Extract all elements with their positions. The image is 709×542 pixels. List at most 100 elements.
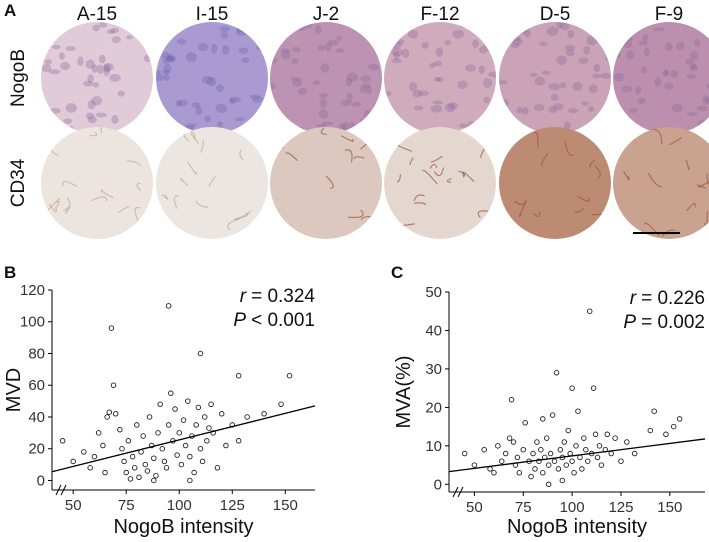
nucleus bbox=[565, 49, 575, 57]
scatter-point bbox=[530, 450, 536, 457]
x-tick-label: 50 bbox=[466, 499, 483, 516]
nucleus bbox=[407, 29, 419, 39]
nucleus bbox=[169, 55, 176, 62]
scatter-point bbox=[536, 458, 542, 464]
vessel bbox=[126, 160, 141, 167]
nucleus bbox=[320, 63, 330, 73]
vessel bbox=[518, 202, 527, 218]
nucleus bbox=[143, 54, 153, 62]
vessel bbox=[186, 161, 198, 175]
nucleus bbox=[327, 39, 339, 46]
scatter-point bbox=[110, 382, 117, 388]
x-tick-label: 150 bbox=[657, 499, 682, 516]
nucleus bbox=[260, 117, 268, 122]
scatter-point bbox=[543, 435, 550, 441]
scatter-point bbox=[663, 431, 669, 438]
vessel bbox=[48, 203, 57, 213]
nucleus bbox=[478, 65, 485, 75]
nucleus bbox=[91, 95, 103, 106]
nucleus bbox=[297, 87, 308, 95]
nucleus bbox=[251, 96, 264, 103]
scatter-point bbox=[102, 469, 108, 476]
nucleus bbox=[654, 77, 662, 87]
scatter-point bbox=[218, 411, 225, 417]
nucleus bbox=[391, 48, 404, 57]
scatter-point bbox=[540, 416, 546, 422]
tissue-core bbox=[156, 22, 268, 134]
nucleus bbox=[229, 98, 236, 104]
nucleus bbox=[546, 26, 559, 37]
nucleus bbox=[351, 102, 362, 107]
nucleus bbox=[238, 47, 249, 54]
vessel bbox=[344, 149, 353, 163]
nucleus bbox=[312, 80, 321, 86]
nucleus bbox=[433, 76, 441, 82]
scatter-point bbox=[121, 458, 127, 465]
nucleus bbox=[85, 59, 95, 69]
scatter-point bbox=[592, 431, 599, 438]
scatter-point bbox=[547, 450, 554, 457]
vessel bbox=[433, 167, 445, 177]
vessel bbox=[414, 202, 427, 206]
scatter-point bbox=[545, 481, 552, 488]
x-axis-label: NogoB intensity bbox=[113, 516, 253, 538]
nucleus bbox=[325, 42, 332, 52]
nucleus bbox=[613, 72, 625, 82]
scatter-point bbox=[104, 414, 110, 420]
nucleus bbox=[452, 29, 465, 39]
nucleus bbox=[318, 109, 329, 119]
nucleus bbox=[623, 40, 632, 49]
nucleus bbox=[676, 41, 685, 51]
nucleus bbox=[583, 46, 591, 55]
vessel bbox=[200, 139, 204, 153]
scatter-point bbox=[159, 445, 166, 452]
scatter-point bbox=[549, 412, 556, 418]
x-tick-label: 100 bbox=[560, 499, 585, 516]
nucleus bbox=[354, 22, 364, 28]
scatter-point bbox=[506, 435, 513, 441]
tissue-core bbox=[499, 127, 611, 239]
vessel bbox=[541, 152, 549, 167]
nucleus bbox=[95, 112, 107, 118]
nucleus bbox=[664, 82, 674, 90]
y-tick-label: 100 bbox=[20, 314, 45, 331]
nucleus bbox=[643, 47, 650, 57]
nucleus bbox=[103, 63, 111, 73]
x-tick-label: 50 bbox=[65, 497, 82, 514]
nucleus bbox=[216, 84, 225, 93]
scatter-point bbox=[100, 442, 106, 449]
scatter-point bbox=[647, 427, 654, 434]
scatter-point bbox=[172, 406, 178, 412]
nucleus bbox=[191, 102, 201, 108]
nucleus bbox=[697, 120, 708, 129]
vessel bbox=[594, 165, 601, 180]
nucleus bbox=[487, 47, 496, 53]
scatter-point bbox=[193, 422, 199, 428]
nucleus bbox=[110, 27, 120, 34]
scatter-point bbox=[87, 465, 93, 471]
panel-a: A bbox=[4, 1, 16, 20]
nucleus bbox=[65, 102, 77, 113]
nucleus bbox=[216, 121, 223, 128]
nucleus bbox=[156, 22, 162, 29]
scatter-point bbox=[491, 470, 497, 476]
scatter-point bbox=[223, 442, 229, 449]
nucleus bbox=[176, 38, 187, 45]
nucleus bbox=[314, 24, 322, 35]
nucleus bbox=[615, 29, 625, 40]
nucleus bbox=[467, 120, 475, 130]
scatter-point bbox=[508, 396, 515, 403]
nucleus bbox=[548, 105, 557, 114]
x-tick-label: 100 bbox=[167, 497, 192, 514]
scatter-point bbox=[481, 446, 487, 453]
scatter-point bbox=[618, 458, 624, 464]
nucleus bbox=[49, 108, 61, 114]
scatter-point bbox=[204, 438, 210, 444]
vessel bbox=[647, 172, 663, 188]
y-tick-label: 0 bbox=[434, 476, 442, 493]
nucleus bbox=[321, 121, 334, 126]
nucleus bbox=[553, 103, 564, 111]
stat-annotation: r = 0.324 bbox=[240, 286, 316, 307]
nucleus bbox=[292, 46, 301, 53]
vessel bbox=[409, 157, 414, 165]
